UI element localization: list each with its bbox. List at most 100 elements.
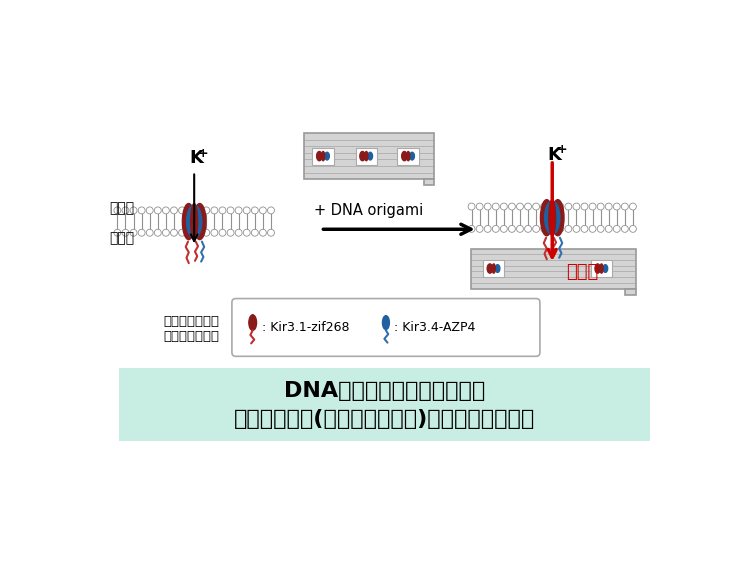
Circle shape bbox=[565, 225, 572, 233]
Ellipse shape bbox=[251, 315, 255, 330]
Circle shape bbox=[484, 203, 491, 210]
Circle shape bbox=[130, 207, 137, 214]
Bar bbox=[591, 260, 612, 277]
Text: 細胞内: 細胞内 bbox=[110, 231, 134, 245]
Circle shape bbox=[187, 229, 194, 236]
Circle shape bbox=[629, 225, 636, 233]
Circle shape bbox=[614, 203, 620, 210]
Bar bbox=[626, 289, 636, 294]
Circle shape bbox=[509, 225, 515, 233]
Circle shape bbox=[260, 207, 266, 214]
Circle shape bbox=[227, 207, 234, 214]
Circle shape bbox=[114, 229, 121, 236]
Ellipse shape bbox=[190, 204, 198, 240]
Ellipse shape bbox=[402, 151, 407, 160]
Circle shape bbox=[170, 207, 178, 214]
Bar bbox=[304, 133, 434, 179]
Circle shape bbox=[202, 207, 210, 214]
Circle shape bbox=[509, 203, 515, 210]
Circle shape bbox=[268, 229, 274, 236]
Circle shape bbox=[154, 207, 161, 214]
Circle shape bbox=[605, 203, 612, 210]
Circle shape bbox=[565, 203, 572, 210]
Circle shape bbox=[195, 229, 202, 236]
Ellipse shape bbox=[492, 264, 495, 273]
Ellipse shape bbox=[603, 265, 608, 272]
Circle shape bbox=[114, 207, 121, 214]
Text: DNA結合アダプターを介した: DNA結合アダプターを介した bbox=[284, 381, 485, 401]
Text: : Kir3.4-AZP4: : Kir3.4-AZP4 bbox=[394, 321, 476, 334]
Circle shape bbox=[541, 203, 548, 210]
Text: + DNA origami: + DNA origami bbox=[314, 203, 424, 217]
Circle shape bbox=[476, 203, 483, 210]
Ellipse shape bbox=[249, 315, 256, 330]
Circle shape bbox=[524, 225, 532, 233]
Circle shape bbox=[517, 203, 524, 210]
Circle shape bbox=[476, 225, 483, 233]
Ellipse shape bbox=[551, 200, 564, 236]
Ellipse shape bbox=[406, 151, 410, 160]
Circle shape bbox=[163, 229, 170, 236]
Circle shape bbox=[178, 229, 185, 236]
Circle shape bbox=[500, 225, 507, 233]
Circle shape bbox=[573, 225, 580, 233]
Text: +: + bbox=[198, 146, 208, 159]
Text: 細胞外: 細胞外 bbox=[110, 202, 134, 216]
Circle shape bbox=[146, 229, 153, 236]
Circle shape bbox=[236, 207, 242, 214]
Circle shape bbox=[597, 225, 604, 233]
Circle shape bbox=[243, 207, 250, 214]
Circle shape bbox=[170, 229, 178, 236]
Ellipse shape bbox=[194, 204, 206, 240]
Circle shape bbox=[122, 229, 129, 236]
Circle shape bbox=[468, 225, 475, 233]
Circle shape bbox=[146, 207, 153, 214]
FancyBboxPatch shape bbox=[232, 298, 540, 356]
Circle shape bbox=[532, 203, 539, 210]
Circle shape bbox=[154, 229, 161, 236]
Ellipse shape bbox=[316, 151, 322, 160]
Circle shape bbox=[243, 229, 250, 236]
Circle shape bbox=[130, 229, 137, 236]
Ellipse shape bbox=[410, 152, 415, 160]
Ellipse shape bbox=[488, 264, 493, 273]
Ellipse shape bbox=[382, 316, 389, 329]
Text: 高活性: 高活性 bbox=[566, 262, 598, 280]
Circle shape bbox=[178, 207, 185, 214]
Bar bbox=[356, 148, 377, 164]
Circle shape bbox=[219, 207, 226, 214]
Circle shape bbox=[122, 207, 129, 214]
Circle shape bbox=[581, 203, 588, 210]
Circle shape bbox=[260, 229, 266, 236]
Circle shape bbox=[163, 207, 170, 214]
Circle shape bbox=[251, 207, 258, 214]
Ellipse shape bbox=[360, 151, 365, 160]
Circle shape bbox=[549, 225, 556, 233]
Ellipse shape bbox=[595, 264, 600, 273]
Circle shape bbox=[556, 203, 564, 210]
Text: K: K bbox=[548, 146, 562, 164]
Circle shape bbox=[597, 203, 604, 210]
Circle shape bbox=[517, 225, 524, 233]
Circle shape bbox=[605, 225, 612, 233]
Circle shape bbox=[211, 207, 218, 214]
Ellipse shape bbox=[322, 151, 325, 160]
Circle shape bbox=[138, 229, 145, 236]
Circle shape bbox=[202, 229, 210, 236]
Text: +: + bbox=[556, 142, 567, 156]
Ellipse shape bbox=[325, 152, 329, 160]
Text: 膜タンパク質(イオンチャネル)の集積状態の制御: 膜タンパク質(イオンチャネル)の集積状態の制御 bbox=[234, 409, 535, 429]
Bar bbox=[118, 368, 650, 441]
Text: K: K bbox=[190, 149, 203, 167]
Ellipse shape bbox=[600, 264, 603, 273]
Circle shape bbox=[524, 203, 532, 210]
Circle shape bbox=[268, 207, 274, 214]
Circle shape bbox=[541, 225, 548, 233]
Circle shape bbox=[589, 225, 596, 233]
Circle shape bbox=[219, 229, 226, 236]
Circle shape bbox=[138, 207, 145, 214]
Circle shape bbox=[532, 225, 539, 233]
Circle shape bbox=[621, 203, 628, 210]
Circle shape bbox=[492, 225, 500, 233]
Circle shape bbox=[251, 229, 258, 236]
